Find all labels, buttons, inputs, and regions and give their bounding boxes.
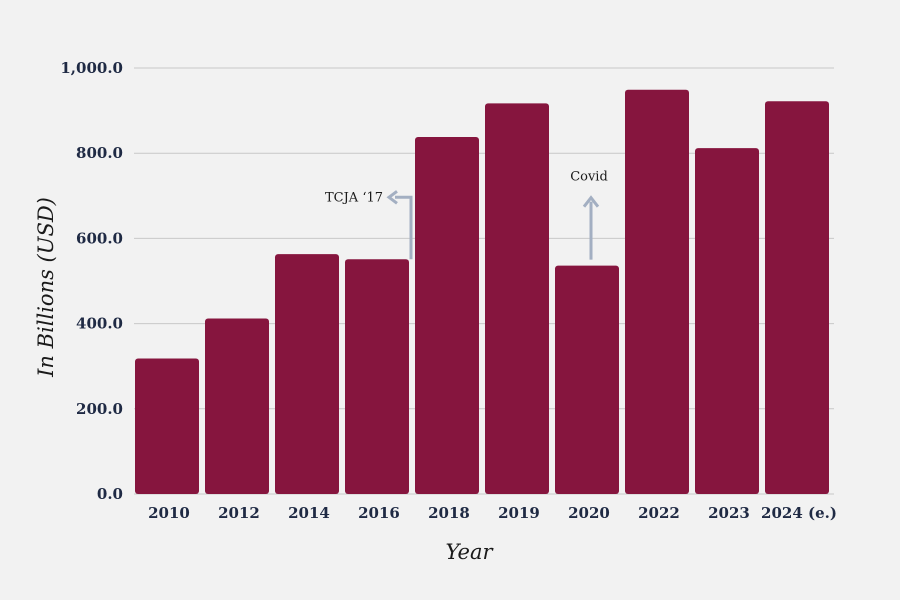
arrowhead-icon (582, 195, 600, 208)
y-axis-title: In Billions (USD) (34, 197, 58, 378)
arrowhead-icon (386, 190, 398, 205)
x-tick-label: 2016 (358, 504, 400, 522)
bar (555, 265, 619, 494)
x-tick-label: 2019 (498, 504, 540, 522)
annotation: Covid (570, 170, 608, 260)
x-axis-title: Year (445, 540, 494, 564)
x-tick-label: 2010 (148, 504, 190, 522)
annotation: TCJA ‘17 (325, 190, 413, 260)
x-tick-label: 2012 (218, 504, 260, 522)
x-tick-labels: 2010 2012 2014 2016 2018 2019 2020 2022 2023 2024… (148, 504, 837, 522)
x-tick-label: 2020 (568, 504, 610, 522)
annotations: TCJA ‘17 Covid (325, 170, 608, 260)
bar (765, 101, 829, 494)
bar (345, 259, 409, 494)
y-tick-label: 400.0 (76, 315, 123, 333)
x-tick-label: 2018 (428, 504, 470, 522)
y-tick-label: 200.0 (76, 400, 123, 418)
bar (625, 89, 689, 494)
y-tick-labels: 0.0 200.0 400.0 600.0 800.0 1,000.0 (60, 59, 123, 503)
x-tick-label: 2024 (e.) (761, 504, 837, 522)
bar (695, 148, 759, 494)
y-tick-label: 800.0 (76, 144, 123, 162)
annotation-label: TCJA ‘17 (325, 190, 383, 205)
y-tick-label: 1,000.0 (60, 59, 123, 77)
bar (135, 358, 199, 494)
x-tick-label: 2014 (288, 504, 330, 522)
arrow-icon (395, 195, 413, 260)
x-tick-label: 2022 (638, 504, 680, 522)
annotation-label: Covid (570, 170, 608, 185)
bar (205, 318, 269, 494)
bars (135, 89, 829, 494)
y-tick-label: 600.0 (76, 229, 123, 247)
bar (275, 254, 339, 494)
bar (415, 137, 479, 494)
y-tick-label: 0.0 (97, 485, 123, 503)
x-tick-label: 2023 (708, 504, 750, 522)
bar (485, 103, 549, 494)
